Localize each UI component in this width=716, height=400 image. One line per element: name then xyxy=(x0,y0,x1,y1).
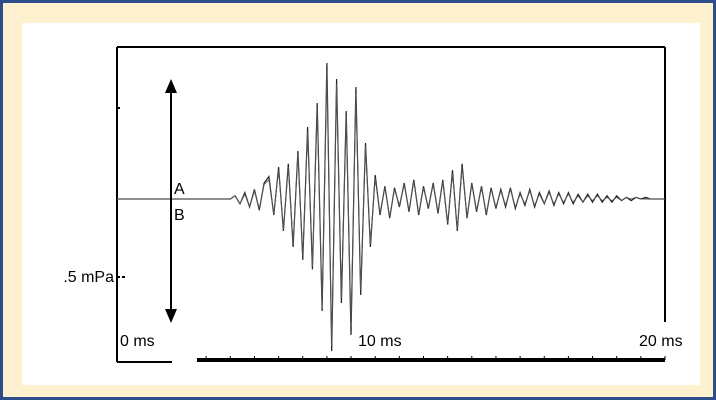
axes xyxy=(116,46,666,363)
x-tick-label-1: 10 ms xyxy=(358,333,402,350)
amplitude-arrow xyxy=(165,79,177,323)
x-tick-label-2: 20 ms xyxy=(639,333,683,350)
traces xyxy=(117,62,665,352)
chart-panel: A B .5 mPa 0 ms 10 ms 20 ms xyxy=(22,23,700,385)
series-line-2 xyxy=(117,70,665,347)
arrow-head-up xyxy=(165,79,177,93)
x-tick-label-0: 0 ms xyxy=(120,333,155,350)
trace-label-a: A xyxy=(174,181,185,198)
y-scale-label: .5 mPa xyxy=(63,269,114,286)
waveform-chart: A B .5 mPa 0 ms 10 ms 20 ms xyxy=(63,46,683,363)
trace-label-b: B xyxy=(174,207,185,224)
arrow-head-down xyxy=(165,309,177,323)
